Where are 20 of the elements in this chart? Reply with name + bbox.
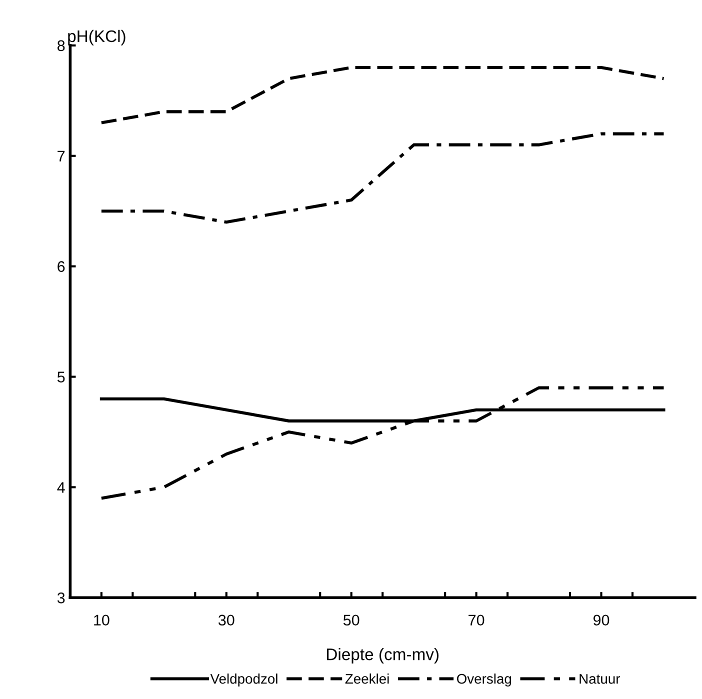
x-axis-title: Diepte (cm-mv) [327,648,439,664]
y-tick-label: 7 [58,150,65,162]
x-tick-label: 50 [343,614,360,626]
x-tick-label: 90 [593,614,610,626]
line-series [100,66,666,124]
y-tick-label: 3 [57,592,65,604]
y-tick-label: 6 [58,261,65,272]
line-series [100,132,666,224]
x-tick-label: 70 [468,614,484,626]
legend-label: Natuur [580,674,620,684]
y-axis-title: pH(KCl) [68,30,126,46]
line-series [100,386,666,500]
y-tick-label: 5 [57,372,65,382]
legend-label: Veldpodzol [210,674,278,686]
x-tick-label: 30 [218,614,234,626]
y-tick-label: 8 [58,40,65,52]
y-tick-label: 4 [57,482,65,493]
x-tick-label: 10 [94,614,110,626]
legend-label: Zeeklei [345,674,389,684]
legend-label: Overslag [456,674,512,686]
